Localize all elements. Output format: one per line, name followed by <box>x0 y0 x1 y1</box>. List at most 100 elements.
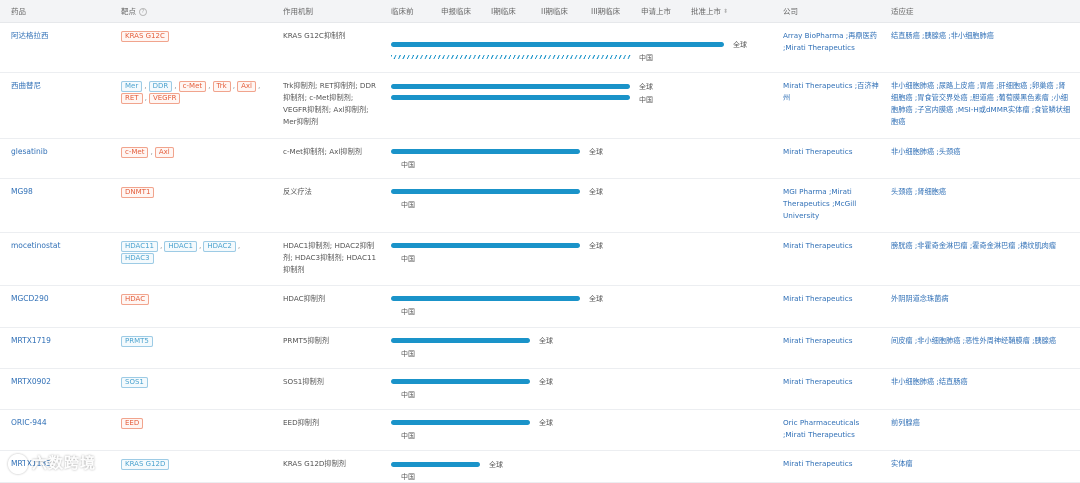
target-tag[interactable]: HDAC11 <box>121 241 158 252</box>
global-phase-bar <box>391 379 530 384</box>
mechanism-text: SOS1抑制剂 <box>283 377 324 386</box>
china-bar-label: 中国 <box>401 255 415 263</box>
phase-header-3: II期临床 <box>541 7 568 16</box>
drug-name-link[interactable]: mocetinostat <box>11 241 61 250</box>
target-tags: PRMT5 <box>121 335 271 347</box>
company-link[interactable]: Oric Pharmaceuticals ;Mirati Therapeutic… <box>783 418 860 439</box>
target-separator: , <box>232 81 236 90</box>
col-target-header[interactable]: 靶点? <box>121 6 147 17</box>
col-drug-header[interactable]: 药品 <box>11 7 26 16</box>
table-row: MG98 DNMT1 反义疗法 MGI Pharma ;Mirati Therapeu… <box>0 178 1080 233</box>
info-icon[interactable]: ? <box>139 8 147 16</box>
target-tag[interactable]: EED <box>121 418 144 429</box>
col-company-header[interactable]: 公司 <box>783 7 798 16</box>
company-link[interactable]: Mirati Therapeutics <box>783 294 853 303</box>
company-link[interactable]: Mirati Therapeutics <box>783 336 853 345</box>
target-tag[interactable]: Trk <box>212 81 231 92</box>
target-tag[interactable]: HDAC <box>121 294 150 305</box>
drug-name-link[interactable]: glesatinib <box>11 147 48 156</box>
mechanism-text: Trk抑制剂; RET抑制剂; DDR抑制剂; c-Met抑制剂; VEGFR抑… <box>283 81 376 126</box>
global-bar-label: 全球 <box>589 242 603 250</box>
company-link[interactable]: Mirati Therapeutics <box>783 147 853 156</box>
company-link[interactable]: Array BioPharma ;再鼎医药 ;Mirati Therapeuti… <box>783 31 877 52</box>
global-bar-label: 全球 <box>733 41 747 49</box>
drug-name-link[interactable]: MRTX1133 <box>11 459 51 468</box>
global-bar-label: 全球 <box>589 295 603 303</box>
target-tags: HDAC <box>121 293 271 305</box>
target-tag[interactable]: c-Met <box>178 81 207 92</box>
target-tag[interactable]: PRMT5 <box>121 336 153 347</box>
target-tag[interactable]: RET <box>121 93 143 104</box>
drug-name-link[interactable]: MG98 <box>11 187 33 196</box>
global-bar-label: 全球 <box>539 419 553 427</box>
target-tags: HDAC11, HDAC1, HDAC2 ,HDAC3 <box>121 240 271 264</box>
company-link[interactable]: Mirati Therapeutics <box>783 241 853 250</box>
target-tag[interactable]: SOS1 <box>121 377 148 388</box>
mechanism-text: KRAS G12D抑制剂 <box>283 459 346 468</box>
target-tag[interactable]: DNMT1 <box>121 187 155 198</box>
target-tag[interactable]: Axl <box>154 147 174 158</box>
indication-link[interactable]: 结直肠癌 ;胰腺癌 ;非小细胞肺癌 <box>891 31 994 40</box>
table-row: ORIC-944 EED EED抑制剂 Oric Pharmaceuticals ;M… <box>0 409 1080 451</box>
phase-header-6[interactable]: 批准上市 ⬍ <box>691 6 728 17</box>
logo-icon <box>8 453 28 474</box>
mechanism-text: 反义疗法 <box>283 187 312 196</box>
drug-name-link[interactable]: MGCD290 <box>11 294 49 303</box>
company-link[interactable]: Mirati Therapeutics <box>783 377 853 386</box>
company-link[interactable]: Mirati Therapeutics ;百济神州 <box>783 81 879 102</box>
indication-link[interactable]: 膀胱癌 ;非霍奇金淋巴瘤 ;霍奇金淋巴瘤 ;横纹肌肉瘤 <box>891 241 1057 250</box>
target-separator: , <box>237 241 241 250</box>
target-tag[interactable]: Mer <box>121 81 143 92</box>
target-tag[interactable]: KRAS G12D <box>121 459 170 470</box>
target-tags: KRAS G12C <box>121 30 271 42</box>
indication-link[interactable]: 非小细胞肺癌 ;尿路上皮癌 ;胃癌 ;肝细胞癌 ;卵巢癌 ;肾细胞癌 ;胃食管交… <box>891 81 1071 126</box>
global-phase-bar <box>391 296 580 301</box>
china-bar-label: 中国 <box>401 201 415 209</box>
china-bar-label: 中国 <box>401 432 415 440</box>
table-header: 药品 靶点? 作用机制 临床前 申报临床 I期临床 II期临床 III期临床 申… <box>0 0 1080 23</box>
col-mechanism-header[interactable]: 作用机制 <box>283 7 313 16</box>
table-row: MGCD290 HDAC HDAC抑制剂 Mirati Therapeutics 外阴阴… <box>0 285 1080 328</box>
drug-name-link[interactable]: 阿达格拉西 <box>11 31 49 40</box>
target-tag[interactable]: DDR <box>148 81 173 92</box>
drug-name-link[interactable]: MRTX0902 <box>11 377 51 386</box>
table-row: MRTX0902 SOS1 SOS1抑制剂 Mirati Therapeutics 非小… <box>0 368 1080 410</box>
china-bar-label: 中国 <box>639 96 653 104</box>
indication-link[interactable]: 间皮瘤 ;非小细胞肺癌 ;恶性外周神经鞘膜瘤 ;胰腺癌 <box>891 336 1057 345</box>
target-separator: , <box>160 241 163 250</box>
company-link[interactable]: Mirati Therapeutics <box>783 459 853 468</box>
indication-link[interactable]: 外阴阴道念珠菌病 <box>891 294 949 303</box>
indication-link[interactable]: 非小细胞肺癌 ;结直肠癌 <box>891 377 968 386</box>
sort-icon[interactable]: ⬍ <box>723 8 729 15</box>
global-bar-label: 全球 <box>539 378 553 386</box>
target-tag[interactable]: KRAS G12C <box>121 31 169 42</box>
china-phase-bar <box>391 95 630 100</box>
target-tag[interactable]: HDAC2 <box>203 241 236 252</box>
target-tags: KRAS G12D <box>121 458 271 470</box>
target-tags: SOS1 <box>121 376 271 388</box>
target-separator: , <box>258 81 261 90</box>
mechanism-text: HDAC1抑制剂; HDAC2抑制剂; HDAC3抑制剂; HDAC11抑制剂 <box>283 241 377 274</box>
target-separator: , <box>208 81 211 90</box>
global-phase-bar <box>391 243 580 248</box>
phase-header-2: I期临床 <box>491 7 516 16</box>
company-link[interactable]: MGI Pharma ;Mirati Therapeutics ;McGill … <box>783 187 857 220</box>
indication-link[interactable]: 非小细胞肺癌 ;头颈癌 <box>891 147 961 156</box>
table-row: 阿达格拉西 KRAS G12C KRAS G12C抑制剂 Array BioPharm… <box>0 22 1080 73</box>
col-indication-header[interactable]: 适应症 <box>891 7 914 16</box>
indication-link[interactable]: 前列腺癌 <box>891 418 920 427</box>
indication-link[interactable]: 头颈癌 ;肾细胞癌 <box>891 187 947 196</box>
target-tag[interactable]: c-Met <box>121 147 149 158</box>
indication-link[interactable]: 实体瘤 <box>891 459 913 468</box>
target-tag[interactable]: Axl <box>237 81 256 92</box>
global-bar-label: 全球 <box>539 337 553 345</box>
global-bar-label: 全球 <box>589 148 603 156</box>
target-tag[interactable]: VEGFR <box>148 93 181 104</box>
mechanism-text: PRMT5抑制剂 <box>283 336 330 345</box>
drug-name-link[interactable]: ORIC-944 <box>11 418 47 427</box>
target-tag[interactable]: HDAC3 <box>121 253 154 264</box>
drug-name-link[interactable]: 西曲替尼 <box>11 81 41 90</box>
target-tag[interactable]: HDAC1 <box>164 241 197 252</box>
table-row: glesatinib c-Met, Axl c-Met抑制剂; Axl抑制剂 Mirat… <box>0 138 1080 179</box>
drug-name-link[interactable]: MRTX1719 <box>11 336 51 345</box>
